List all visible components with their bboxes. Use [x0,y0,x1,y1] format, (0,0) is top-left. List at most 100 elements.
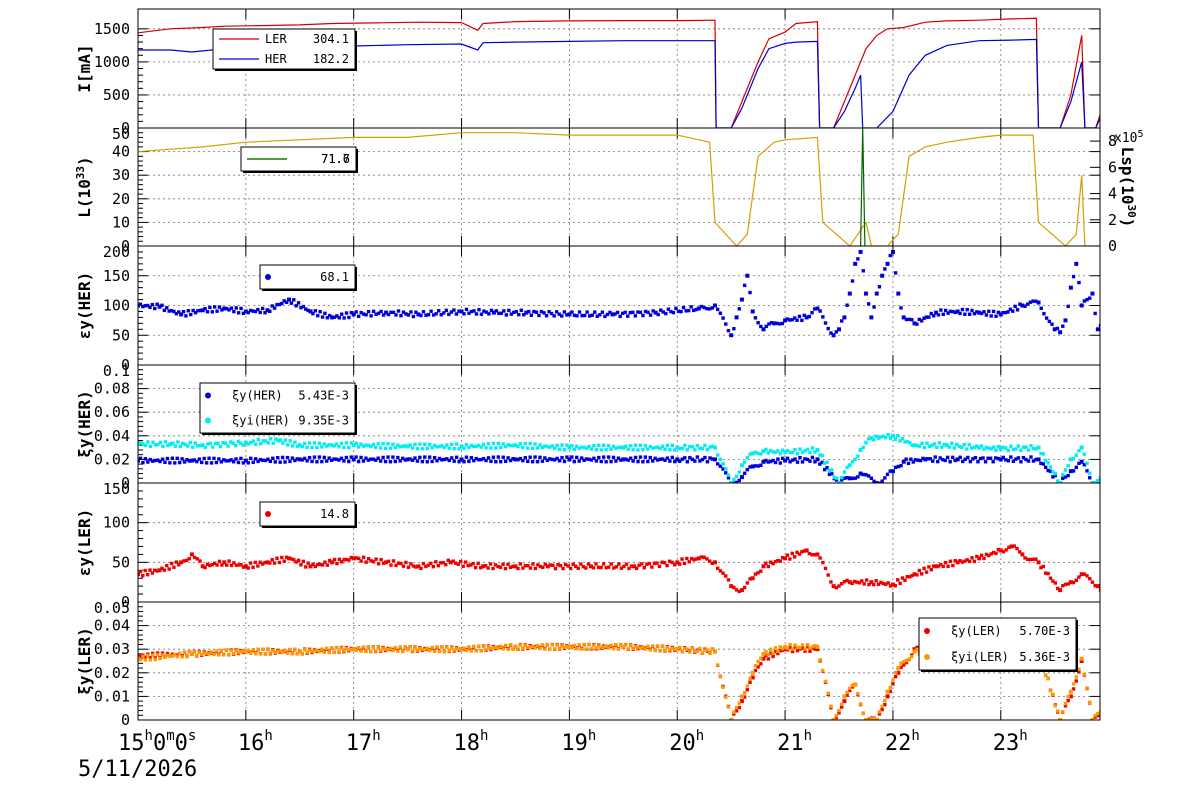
data-point [891,678,895,682]
data-point [491,645,496,650]
data-point [655,458,660,462]
data-point [643,455,648,459]
data-point [1036,445,1041,450]
data-point [410,458,415,462]
data-point [715,663,720,667]
data-point [826,326,830,331]
data-point [864,578,869,582]
data-point [776,649,780,653]
data-point [847,463,852,468]
data-point [850,460,855,464]
data-point [361,645,366,649]
data-point [391,455,395,459]
data-point [940,445,944,449]
data-point [138,456,143,461]
data-point [224,459,228,463]
data-point [213,441,218,446]
data-point [795,648,800,653]
data-point [386,442,390,446]
data-point [148,444,153,449]
data-point [173,444,178,448]
data-point [866,437,871,441]
data-point [297,443,302,448]
data-point [610,312,615,317]
data-point [764,653,768,658]
data-point [172,565,176,569]
data-point [335,561,339,566]
data-point [788,645,792,650]
data-point [864,441,868,445]
data-point [415,648,420,652]
data-point [869,436,874,441]
data-point [1036,300,1041,305]
data-point [939,562,943,567]
data-point [802,313,806,318]
series-1 [138,455,1100,483]
data-point [984,313,989,317]
data-point [506,456,510,460]
data-point [160,653,165,657]
data-point [829,704,833,709]
data-point [1039,461,1043,466]
data-point [539,309,544,314]
data-point [179,560,184,565]
data-point [310,649,314,654]
data-point [729,481,734,483]
data-point [221,440,225,445]
data-point [214,460,219,465]
data-point [339,646,344,650]
legend: 14.8 [259,501,357,528]
data-point [183,442,187,447]
data-point [1066,464,1070,468]
data-point [266,441,270,445]
data-point [203,445,207,450]
y-axis-label: εy(HER) [75,272,94,339]
data-point [575,455,579,460]
data-point [756,321,760,325]
data-point [488,562,493,566]
data-point [689,556,694,561]
data-point [594,562,598,566]
data-point [872,716,876,720]
data-point [866,302,871,306]
data-point [523,441,527,446]
data-point [434,560,438,564]
data-point [645,562,649,566]
series-1 [138,132,1100,246]
data-point [800,460,805,464]
data-point [231,441,235,445]
data-point [712,560,717,565]
data-point [600,310,605,314]
data-point [184,314,188,318]
data-point [246,310,250,315]
data-point [948,309,953,314]
data-point [834,476,839,480]
data-point [943,458,947,463]
data-point [815,457,820,462]
data-point [479,457,483,462]
data-point [1029,444,1033,448]
data-point [509,312,514,316]
data-point [300,458,304,462]
data-point [398,445,402,449]
data-point [675,457,680,462]
data-point [1026,302,1030,306]
data-point [423,442,427,446]
data-point [577,446,581,451]
data-point [537,313,541,318]
data-point [972,445,976,450]
data-point [241,461,246,465]
legend: 71.771.6 [240,146,358,173]
data-point [318,310,322,314]
data-point [228,440,233,444]
data-point [528,455,532,459]
data-point [912,647,917,652]
data-point [206,442,210,446]
data-point [174,312,179,316]
data-point [207,456,211,460]
data-point [611,455,616,460]
data-point [320,445,324,449]
data-point [831,718,836,720]
data-point [771,654,775,659]
data-point [766,564,771,569]
